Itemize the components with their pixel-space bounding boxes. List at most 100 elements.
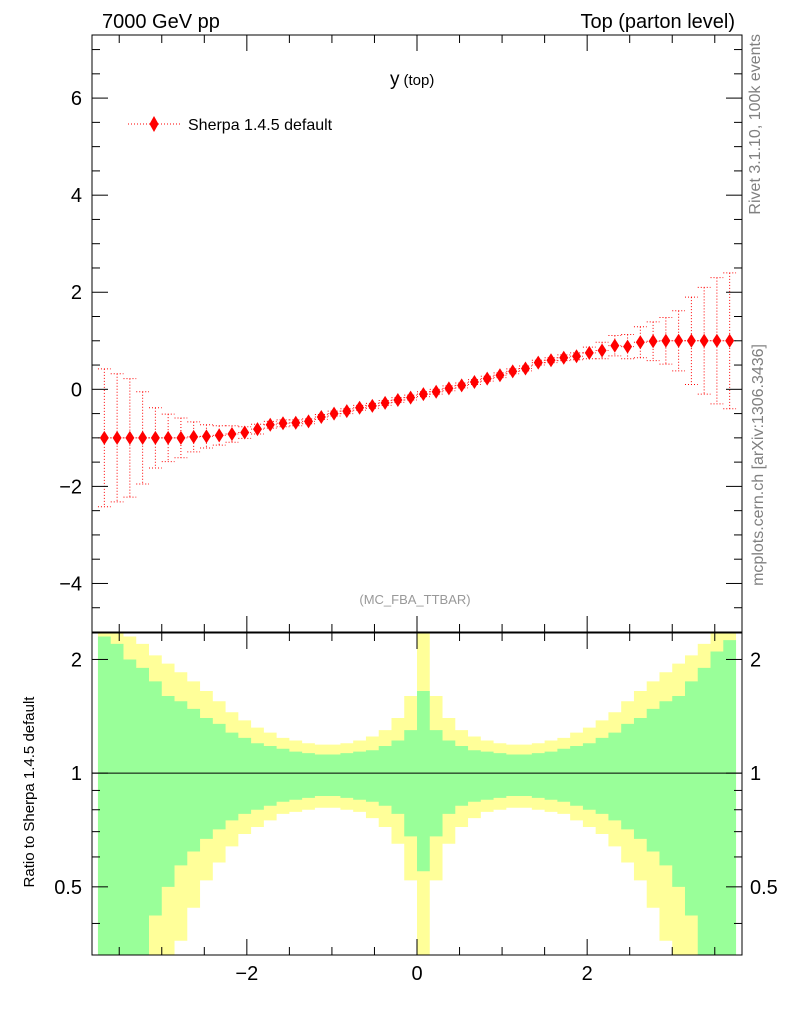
data-point xyxy=(302,414,315,429)
diamond-marker xyxy=(686,333,696,348)
ratio-y-tick-label-right: 0.5 xyxy=(750,877,778,899)
data-point xyxy=(621,333,634,360)
main-panel: −4 −2 0 2 4 6 y (top) Sherpa 1.4.5 default (MC… xyxy=(59,34,743,633)
diamond-marker xyxy=(252,422,262,437)
header-right: Top (parton level) xyxy=(580,11,735,33)
data-point xyxy=(161,413,175,463)
data-point xyxy=(123,378,137,498)
diamond-marker xyxy=(99,430,109,445)
diamond-marker xyxy=(520,361,530,376)
diamond-marker xyxy=(329,406,339,421)
data-point xyxy=(723,272,737,410)
data-point xyxy=(404,390,417,405)
data-point xyxy=(468,375,481,390)
diamond-marker xyxy=(278,416,288,431)
diamond-marker xyxy=(176,430,186,445)
data-point xyxy=(506,364,520,379)
main-title-var: y xyxy=(390,69,400,90)
data-point xyxy=(251,422,264,437)
legend: Sherpa 1.4.5 default xyxy=(128,116,333,134)
diamond-marker xyxy=(418,387,428,402)
diamond-marker xyxy=(304,414,314,429)
data-point xyxy=(659,316,673,365)
data-point xyxy=(493,368,507,383)
rivet-label: Rivet 3.1.10, 100k events xyxy=(747,34,764,215)
data-point xyxy=(238,425,252,440)
diamond-marker xyxy=(431,384,441,399)
data-point xyxy=(608,334,622,357)
ratio-y-tick-label-left: 2 xyxy=(71,649,82,671)
diamond-marker xyxy=(648,334,658,349)
diamond-marker xyxy=(393,392,403,407)
diamond-marker xyxy=(355,400,365,415)
ratio-y-tick-label-right: 1 xyxy=(750,763,761,785)
diamond-marker xyxy=(265,417,275,432)
data-point xyxy=(340,404,354,419)
ratio-panel: 0.5 0.5 1 1 2 2 −2 0 2 Ratio to Sherpa 1.4.5 def… xyxy=(21,632,778,985)
data-point xyxy=(684,296,698,385)
diamond-marker xyxy=(623,339,633,354)
diamond-marker xyxy=(112,430,122,445)
diamond-marker xyxy=(457,378,467,393)
diamond-marker xyxy=(291,415,301,430)
diamond-marker xyxy=(546,353,556,368)
x-tick-label: −2 xyxy=(235,963,258,985)
data-point xyxy=(110,373,124,503)
diamond-marker xyxy=(725,333,735,348)
data-point xyxy=(225,425,239,443)
legend-label: Sherpa 1.4.5 default xyxy=(188,117,333,134)
diamond-marker xyxy=(342,404,352,419)
data-point xyxy=(633,326,647,359)
y-tick-label: 0 xyxy=(71,379,82,401)
data-point xyxy=(455,378,469,393)
diamond-marker xyxy=(138,430,148,445)
data-point xyxy=(136,391,150,485)
diamond-marker xyxy=(712,333,722,348)
data-point xyxy=(200,424,213,449)
data-point xyxy=(582,345,596,360)
diamond-marker xyxy=(125,430,135,445)
diamond-marker xyxy=(189,429,199,444)
main-title: y (top) xyxy=(390,69,434,90)
data-point xyxy=(378,395,392,410)
data-point xyxy=(353,400,366,415)
ratio-bands xyxy=(97,633,737,955)
diamond-marker xyxy=(508,364,518,379)
data-point xyxy=(442,381,456,396)
ratio-ticks: 0.5 0.5 1 1 2 2 −2 0 2 xyxy=(54,633,778,985)
diamond-marker xyxy=(635,335,645,350)
data-point xyxy=(212,425,226,446)
mcplots-label: mcplots.cern.ch [arXiv:1306.3436] xyxy=(750,344,767,586)
diamond-marker xyxy=(316,409,326,424)
diamond-marker xyxy=(444,381,454,396)
diamond-marker xyxy=(610,338,620,353)
data-point xyxy=(646,321,660,362)
data-point xyxy=(276,416,290,431)
diamond-marker xyxy=(163,430,173,445)
diamond-marker xyxy=(559,350,569,365)
ratio-y-tick-label-left: 0.5 xyxy=(54,877,82,899)
header-left: 7000 GeV pp xyxy=(102,11,220,33)
diamond-marker xyxy=(597,343,607,358)
diamond-marker xyxy=(150,430,160,445)
data-point xyxy=(149,407,162,469)
y-tick-label: −4 xyxy=(59,573,82,595)
main-title-sub: (top) xyxy=(404,72,435,89)
ratio-ylabel: Ratio to Sherpa 1.4.5 default xyxy=(21,696,38,888)
x-tick-label: 0 xyxy=(411,963,422,985)
x-tick-label: 2 xyxy=(582,963,593,985)
data-point xyxy=(480,371,494,386)
data-point xyxy=(531,355,545,370)
data-point xyxy=(544,353,558,368)
data-point xyxy=(557,350,571,365)
y-tick-label: 2 xyxy=(71,282,82,304)
diamond-marker xyxy=(584,345,594,360)
diamond-marker xyxy=(661,333,671,348)
ratio-band-inner xyxy=(97,636,737,955)
diamond-marker xyxy=(572,349,582,364)
data-point xyxy=(289,415,303,430)
ratio-y-tick-label-left: 1 xyxy=(71,763,82,785)
legend-marker xyxy=(149,116,159,132)
diamond-marker xyxy=(674,333,684,348)
